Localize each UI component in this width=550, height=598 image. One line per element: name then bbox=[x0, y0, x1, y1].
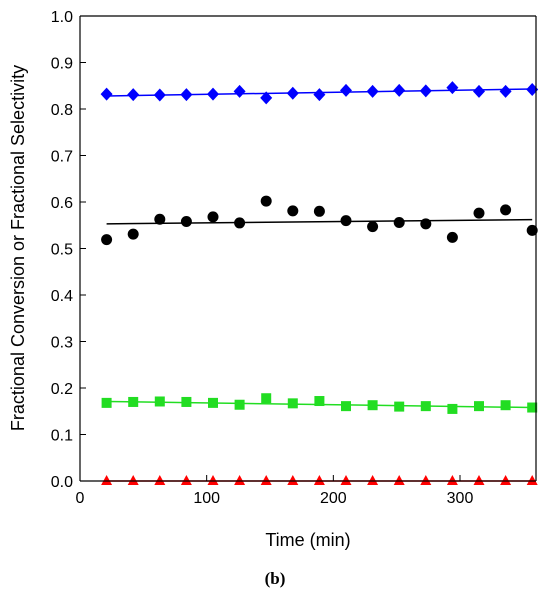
diamond-point bbox=[207, 87, 219, 101]
diamond-point bbox=[180, 88, 193, 102]
triangle-point bbox=[101, 475, 113, 485]
plot-area bbox=[100, 81, 539, 485]
square-point bbox=[181, 396, 192, 407]
square-point bbox=[394, 401, 405, 412]
square-series bbox=[101, 393, 538, 414]
square-point bbox=[500, 400, 511, 411]
square-point bbox=[420, 401, 431, 412]
circle-point bbox=[101, 234, 113, 246]
diamond-series bbox=[100, 81, 539, 105]
circle-point bbox=[340, 215, 352, 227]
diamond-point bbox=[366, 84, 379, 98]
triangle-point bbox=[234, 475, 246, 485]
square-point bbox=[474, 401, 484, 412]
circle-point bbox=[420, 218, 432, 230]
square-point bbox=[314, 396, 325, 407]
diamond-point bbox=[499, 84, 512, 98]
triangle-series bbox=[101, 475, 538, 485]
triangle-point bbox=[180, 475, 192, 485]
circle-point bbox=[154, 213, 166, 225]
square-point bbox=[208, 397, 218, 408]
x-tick-label: 0 bbox=[76, 490, 85, 507]
triangle-point bbox=[154, 475, 166, 485]
triangle-point bbox=[420, 475, 432, 485]
triangle-point bbox=[500, 475, 512, 485]
x-tick-label: 300 bbox=[447, 490, 474, 507]
diamond-point bbox=[313, 88, 326, 102]
circle-point bbox=[500, 204, 512, 216]
square-point bbox=[261, 393, 272, 404]
circle-point bbox=[446, 231, 458, 243]
square-point bbox=[101, 397, 112, 408]
square-point bbox=[128, 396, 139, 407]
square-point bbox=[234, 399, 245, 410]
x-tick-label: 100 bbox=[193, 490, 220, 507]
diamond-point bbox=[393, 83, 406, 97]
y-tick-label: 0.2 bbox=[51, 381, 73, 398]
y-tick-label: 0.8 bbox=[51, 102, 73, 119]
y-tick-label: 0.4 bbox=[51, 288, 73, 305]
triangle-point bbox=[367, 475, 379, 485]
triangle-point bbox=[287, 475, 299, 485]
triangle-point bbox=[260, 475, 272, 485]
diamond-point bbox=[100, 87, 113, 101]
diamond-point bbox=[473, 84, 485, 98]
y-tick-label: 0.1 bbox=[51, 428, 73, 445]
circle-point bbox=[207, 211, 219, 223]
circle-point bbox=[367, 221, 379, 233]
triangle-point bbox=[313, 475, 325, 485]
y-axis-title: Fractional Conversion or Fractional Sele… bbox=[8, 65, 28, 431]
circle-point bbox=[526, 224, 538, 236]
y-ticks: 0.0 0.1 0.2 0.3 0.4 0.5 0.6 0.7 0.8 0.9 1.0 bbox=[51, 9, 86, 491]
square-point bbox=[447, 403, 458, 414]
triangle-point bbox=[473, 475, 485, 485]
diamond-point bbox=[233, 84, 246, 98]
triangle-point bbox=[446, 475, 458, 485]
y-tick-label: 0.3 bbox=[51, 335, 73, 352]
circle-point bbox=[180, 216, 192, 228]
x-axis-title: Time (min) bbox=[265, 530, 350, 550]
diamond-point bbox=[340, 83, 352, 97]
y-tick-label: 1.0 bbox=[51, 9, 73, 26]
triangle-point bbox=[526, 475, 538, 485]
circle-series bbox=[101, 195, 538, 246]
diamond-point bbox=[526, 82, 539, 96]
y-tick-label: 0.9 bbox=[51, 56, 73, 73]
circle-point bbox=[127, 228, 139, 240]
circle-point bbox=[313, 205, 325, 217]
square-point bbox=[527, 402, 538, 413]
diamond-point bbox=[127, 88, 140, 102]
diamond-point bbox=[446, 81, 459, 95]
diamond-point bbox=[153, 88, 166, 102]
square-point bbox=[287, 398, 298, 409]
square-point bbox=[154, 396, 165, 407]
circle-point bbox=[473, 207, 485, 219]
axes bbox=[79, 15, 537, 482]
circle-point bbox=[260, 195, 272, 207]
triangle-point bbox=[393, 475, 405, 485]
circle-point bbox=[234, 217, 246, 229]
diamond-point bbox=[419, 84, 432, 98]
circle-point bbox=[393, 216, 405, 228]
figure-caption: (b) bbox=[265, 569, 286, 588]
triangle-point bbox=[340, 475, 352, 485]
circle-point bbox=[287, 205, 299, 217]
triangle-point bbox=[207, 475, 219, 485]
y-tick-label: 0.6 bbox=[51, 195, 73, 212]
diamond-point bbox=[260, 91, 273, 105]
square-point bbox=[341, 401, 351, 412]
y-tick-label: 0.5 bbox=[51, 242, 73, 259]
y-tick-label: 0.7 bbox=[51, 149, 73, 166]
x-ticks: 0 100 200 300 bbox=[76, 475, 474, 507]
y-tick-label: 0.0 bbox=[51, 474, 73, 491]
trend-line bbox=[106, 218, 533, 225]
triangle-point bbox=[127, 475, 139, 485]
square-point bbox=[367, 400, 378, 411]
diamond-point bbox=[286, 86, 299, 100]
x-tick-label: 200 bbox=[320, 490, 347, 507]
